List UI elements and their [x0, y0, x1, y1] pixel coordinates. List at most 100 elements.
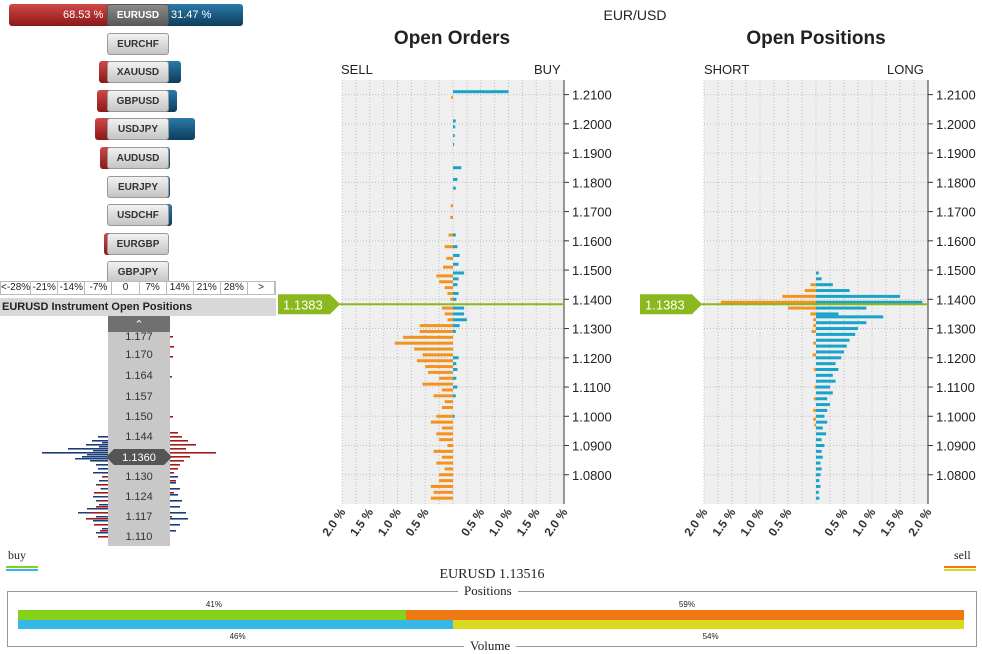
instrument-buy-bar — [93, 496, 108, 498]
x-tick-label: 1.0 % — [486, 505, 515, 538]
instrument-sell-bar — [170, 376, 172, 378]
open-orders-chart: 1.2100 1.2000 1.1900 1.1800 1.1700 1.1600 1.15… — [278, 80, 612, 539]
bar-buy — [453, 166, 462, 170]
instrument-button-eurusd[interactable]: EURUSD — [107, 4, 169, 26]
bar-buy — [453, 367, 458, 371]
bar-buy — [453, 385, 458, 389]
open-orders-title: Open Orders — [393, 28, 511, 49]
y-tick-label: 1.1900 — [936, 146, 976, 161]
bar-short — [810, 312, 816, 316]
instrument-button-usdjpy[interactable]: USDJPY — [107, 118, 169, 141]
instrument-sell-bar — [170, 436, 182, 438]
instrument-sell-bar — [170, 472, 174, 474]
instrument-sell-bar — [170, 432, 178, 434]
open-positions-chart: 1.2100 1.2000 1.1900 1.1800 1.1700 1.1600 1.15… — [640, 80, 976, 539]
price-tick-label: 1.117 — [126, 511, 153, 523]
instrument-sell-bar — [170, 440, 188, 442]
bar-short — [813, 341, 816, 345]
instrument-buy-bar — [87, 508, 108, 510]
price-tick-label: 1.177 — [125, 331, 153, 343]
volume-sell-bar — [453, 620, 964, 629]
instrument-buy-bar — [93, 472, 108, 474]
instrument-buy-bar — [96, 464, 108, 466]
instrument-positions-chart: ⌃1.177 1.170 1.164 1.157 1.150 1.144 1.130 1.12… — [42, 316, 216, 546]
instrument-buy-bar — [82, 456, 108, 458]
instrument-buy-bar — [170, 512, 186, 514]
instrument-sell-bar — [170, 356, 173, 358]
y-tick-label: 1.0800 — [572, 468, 612, 483]
bar-buy — [453, 177, 458, 181]
bar-short — [813, 367, 816, 371]
instrument-button-eurgbp[interactable]: EURGBP — [107, 232, 169, 255]
bar-sell — [439, 438, 453, 442]
instrument-button-gbpusd[interactable]: GBPUSD — [107, 89, 169, 112]
y-tick-label: 1.1700 — [572, 205, 612, 220]
instrument-sell-bar — [170, 452, 216, 454]
bar-buy — [453, 125, 456, 129]
bar-long — [816, 438, 822, 442]
volume-buy-bar — [18, 620, 454, 629]
instrument-buy-bar — [102, 442, 108, 444]
x-tick-label: 1.5 % — [877, 505, 906, 538]
current-price-tag: 1.1383 — [278, 294, 340, 315]
bar-long — [816, 344, 847, 348]
scale-label: -21% — [31, 282, 59, 294]
instrument-buy-bar — [102, 472, 108, 474]
instrument-buy-bar — [170, 530, 176, 532]
bar-sell — [447, 291, 453, 295]
positions-buy-pct: 41% — [205, 600, 222, 609]
x-tick-label: 0.5 % — [765, 505, 794, 538]
bar-long — [816, 350, 844, 354]
bar-sell — [414, 347, 453, 351]
buy-bar — [163, 118, 195, 141]
bar-sell — [447, 318, 453, 322]
bar-long — [816, 356, 842, 360]
instrument-current-price: 1.1360 — [106, 449, 172, 465]
bar-sell — [433, 394, 453, 398]
bar-long — [816, 432, 827, 436]
bar-sell — [439, 280, 453, 284]
scale-label: 28% — [221, 282, 248, 294]
scale-label: > — [248, 282, 276, 294]
pair-title: EUR/USD — [603, 7, 667, 23]
bar-long — [816, 321, 867, 325]
buy-legend-label: buy — [8, 548, 26, 562]
bar-long — [816, 300, 923, 304]
instrument-sell-bar — [94, 524, 108, 526]
instrument-buy-bar — [170, 488, 180, 490]
instrument-sell-bar — [170, 448, 186, 450]
instrument-button-xauusd[interactable]: XAUUSD — [107, 61, 169, 84]
bar-buy — [453, 362, 457, 366]
bar-buy — [453, 233, 456, 237]
bar-sell — [441, 406, 453, 410]
instrument-button-audusd[interactable]: AUDUSD — [107, 147, 169, 169]
bar-buy — [453, 134, 455, 138]
sell-bar — [9, 4, 113, 26]
instrument-buy-bar — [42, 452, 108, 454]
bar-sell — [439, 479, 453, 483]
y-tick-label: 1.1200 — [936, 351, 976, 366]
y-tick-label: 1.1500 — [572, 263, 612, 278]
bar-long — [816, 315, 884, 319]
instrument-sell-bar — [98, 484, 108, 486]
bar-short — [788, 306, 816, 310]
instrument-button-eurjpy[interactable]: EURJPY — [107, 175, 169, 198]
bar-short — [810, 283, 816, 287]
instrument-button-usdchf[interactable]: USDCHF — [107, 204, 169, 227]
x-tick-label: 1.0 % — [849, 505, 878, 538]
long-label: LONG — [887, 62, 924, 77]
instrument-button-eurchf[interactable]: EURCHF — [107, 32, 169, 55]
bar-long — [816, 362, 836, 366]
sentiment-scale: <-28% -21% -14% -7% 0 7% 14% 21% 28% > — [0, 281, 276, 295]
bar-sell — [425, 365, 453, 369]
x-tick-label: 0.5 % — [821, 505, 850, 538]
instrument-buy-bar — [92, 460, 108, 462]
bar-sell — [450, 297, 453, 301]
current-price-tag: 1.1383 — [640, 294, 702, 315]
bar-short — [813, 324, 816, 328]
bar-long — [816, 496, 820, 500]
y-tick-label: 1.1700 — [936, 205, 976, 220]
y-tick-label: 1.0900 — [572, 439, 612, 454]
bar-long — [816, 444, 825, 448]
positions-sell-bar — [405, 610, 964, 620]
